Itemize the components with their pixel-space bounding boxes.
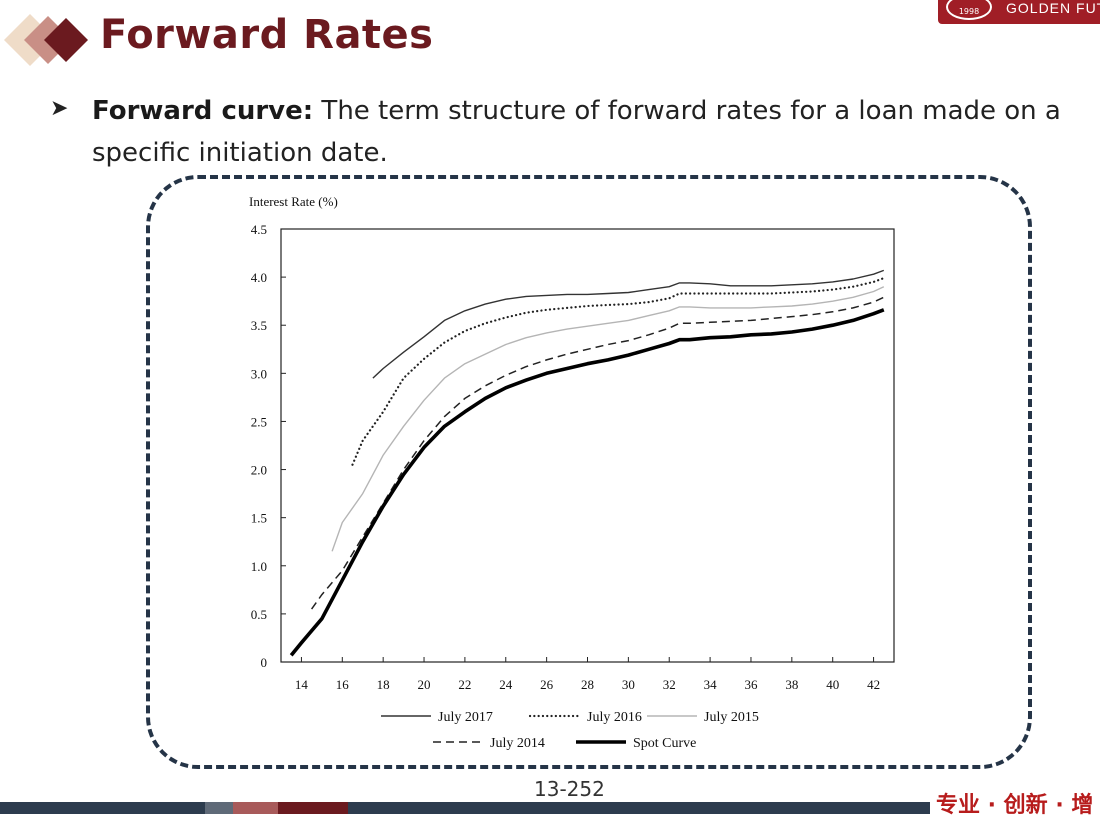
series-line-2 — [331, 286, 885, 552]
y-tick-label: 0.5 — [251, 607, 267, 622]
y-tick-label: 4.5 — [251, 222, 267, 237]
logo-seal-icon: 1998 — [946, 0, 992, 20]
chart-frame — [146, 175, 1032, 769]
x-tick-label: 34 — [704, 677, 718, 692]
legend-label-1: July 2016 — [587, 710, 642, 725]
bullet-arrow-icon: ➤ — [50, 96, 69, 121]
series-line-3 — [310, 296, 885, 610]
slide-title: Forward Rates — [100, 12, 434, 58]
y-tick-label: 2.0 — [251, 463, 267, 478]
bullet-definition: The term structure of forward rates for … — [92, 96, 1061, 168]
bottom-decor-bar — [0, 802, 930, 814]
y-tick-label: 2.5 — [251, 414, 267, 429]
legend-label-4: Spot Curve — [633, 736, 696, 751]
y-tick-label: 1.5 — [251, 511, 267, 526]
x-tick-label: 18 — [377, 677, 390, 692]
x-tick-label: 30 — [622, 677, 635, 692]
x-tick-label: 36 — [744, 677, 758, 692]
series-line-1 — [351, 277, 885, 466]
legend-label-2: July 2015 — [704, 710, 759, 725]
series-line-0 — [372, 269, 885, 379]
slogan-text: 专业 · 创新 · 增 — [936, 793, 1094, 818]
x-tick-label: 14 — [295, 677, 309, 692]
x-tick-label: 20 — [418, 677, 431, 692]
x-tick-label: 16 — [336, 677, 350, 692]
y-tick-label: 3.0 — [251, 366, 267, 381]
y-tick-label: 3.5 — [251, 318, 267, 333]
logo: 1998 GOLDEN FUTU — [938, 0, 1100, 24]
y-tick-label: 0 — [261, 655, 268, 670]
x-tick-label: 38 — [785, 677, 798, 692]
x-tick-label: 40 — [826, 677, 839, 692]
x-tick-label: 28 — [581, 677, 594, 692]
page-number: 13-252 — [534, 777, 605, 801]
bullet-paragraph: Forward curve: The term structure of for… — [92, 90, 1067, 174]
x-tick-label: 32 — [663, 677, 676, 692]
x-tick-label: 24 — [499, 677, 513, 692]
legend-label-0: July 2017 — [438, 710, 493, 725]
x-tick-label: 42 — [867, 677, 880, 692]
series-line-4 — [289, 308, 885, 657]
legend-label-3: July 2014 — [490, 736, 545, 751]
title-diamonds-icon — [4, 14, 88, 66]
x-tick-label: 26 — [540, 677, 554, 692]
logo-text: GOLDEN FUTU — [1006, 0, 1100, 16]
y-tick-label: 1.0 — [251, 559, 267, 574]
bullet-term: Forward curve: — [92, 96, 314, 126]
y-tick-label: 4.0 — [251, 270, 267, 285]
x-tick-label: 22 — [458, 677, 471, 692]
y-axis-label: Interest Rate (%) — [249, 194, 338, 209]
